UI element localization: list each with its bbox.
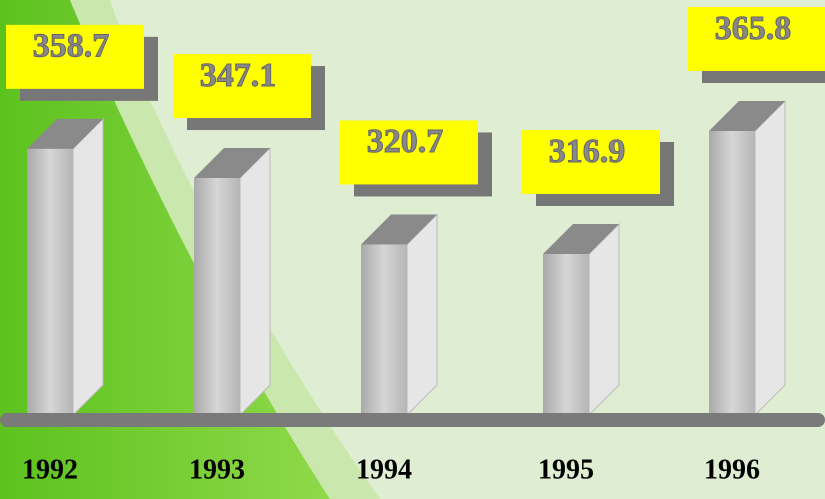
value-label: 365.8 — [715, 10, 792, 47]
x-tick-label: 1992 — [22, 454, 78, 485]
bar — [543, 224, 619, 415]
value-label: 320.7 — [367, 123, 444, 160]
bar-front — [27, 149, 73, 415]
bar-front — [543, 254, 589, 415]
x-tick-label: 1993 — [189, 454, 245, 485]
value-label: 316.9 — [549, 133, 626, 170]
bar — [709, 101, 785, 415]
bar-side — [755, 101, 785, 415]
bar-side — [407, 214, 437, 415]
bar-front — [361, 244, 407, 415]
chart: 358.7 347.1 320.7 316.9 365.8 1992 1993 1994 19… — [0, 0, 825, 499]
value-label: 347.1 — [200, 57, 277, 94]
bar-side — [240, 148, 270, 415]
baseline — [0, 413, 825, 427]
bar — [361, 214, 437, 415]
bar — [27, 119, 103, 415]
bar-front — [194, 178, 240, 415]
bar-side — [73, 119, 103, 415]
x-tick-label: 1994 — [356, 454, 412, 485]
bar-front — [709, 131, 755, 415]
bar — [194, 148, 270, 415]
value-label: 358.7 — [33, 28, 110, 65]
x-tick-label: 1995 — [538, 454, 594, 485]
x-tick-label: 1996 — [704, 454, 760, 485]
bar-side — [589, 224, 619, 415]
